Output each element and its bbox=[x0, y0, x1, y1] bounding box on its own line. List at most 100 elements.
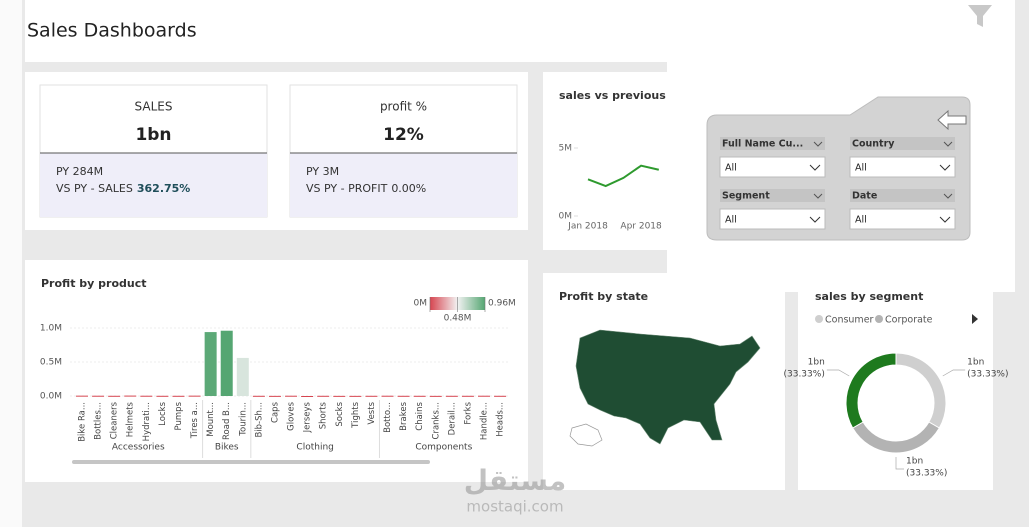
x-tick-label: Handle... bbox=[480, 402, 490, 440]
filter-label: Full Name Cu... bbox=[722, 139, 803, 150]
dropdown-value: All bbox=[855, 215, 867, 226]
dropdown-chevron bbox=[809, 164, 821, 171]
dropdown[interactable] bbox=[719, 156, 826, 178]
x-tick-label: Cleaners bbox=[110, 401, 120, 439]
comparison-label: VS PY - PROFIT bbox=[306, 182, 388, 195]
chart-title: Profit by product bbox=[41, 277, 147, 290]
x-tick-label: Caps bbox=[270, 401, 280, 423]
charts: SALES 1bn PY 284M VS PY - SALES 362.75% profi… bbox=[39, 84, 1009, 479]
bar bbox=[172, 395, 185, 397]
y-tick-label: 1.0M bbox=[40, 324, 62, 334]
x-tick-label: Road B... bbox=[222, 402, 232, 440]
bar bbox=[252, 395, 265, 397]
filter-header bbox=[850, 137, 955, 150]
bar bbox=[349, 395, 362, 397]
filter-chevron bbox=[943, 193, 953, 199]
x-tick-label: Brakes bbox=[399, 401, 409, 430]
x-tick-label: Cranks... bbox=[431, 402, 441, 439]
bar bbox=[461, 395, 474, 397]
x-tick-label: Helmets bbox=[126, 401, 136, 437]
chart-title: sales vs previous c bbox=[559, 89, 676, 102]
x-tick-label: Jan 2018 bbox=[567, 222, 608, 232]
scrollbar[interactable] bbox=[72, 460, 430, 464]
card-comparison: VS PY - SALES 362.75% bbox=[56, 182, 190, 195]
card-title: SALES bbox=[135, 100, 173, 114]
dropdown[interactable] bbox=[849, 208, 956, 230]
x-tick-label: Forks bbox=[463, 401, 473, 424]
bar bbox=[301, 396, 314, 397]
bar bbox=[108, 395, 121, 397]
left-strip bbox=[0, 0, 22, 527]
y-tick-label: 0.5M bbox=[40, 358, 62, 368]
x-tick-label: Socks bbox=[335, 401, 345, 426]
bar bbox=[268, 395, 281, 397]
x-tick-label: Gloves bbox=[287, 401, 297, 430]
legend-next[interactable] bbox=[972, 314, 978, 324]
x-tick-label: Bib-Sh... bbox=[254, 402, 264, 438]
comparison-label: VS PY - SALES bbox=[56, 182, 133, 195]
y-tick-label: 5M bbox=[559, 144, 573, 154]
card-comparison: VS PY - PROFIT 0.00% bbox=[306, 182, 426, 195]
watermark-arabic: مستقل bbox=[464, 464, 566, 497]
dropdown[interactable] bbox=[719, 208, 826, 230]
y-tick-label: 0M bbox=[559, 212, 573, 222]
watermark-latin: mostaqi.com bbox=[466, 498, 563, 516]
bar bbox=[204, 332, 217, 396]
amount-label: 1bn bbox=[906, 457, 923, 467]
x-tick-label: Bottles... bbox=[94, 402, 104, 440]
x-tick-label: Mount... bbox=[206, 402, 216, 437]
comparison-value: 362.75% bbox=[137, 182, 190, 195]
donut-slice bbox=[845, 352, 897, 429]
bar bbox=[365, 395, 378, 397]
chart-title: sales by segment bbox=[815, 290, 923, 303]
us-map bbox=[575, 329, 761, 445]
filter-layer: Full Name Cu... All Country All Segment All Da… bbox=[464, 96, 971, 516]
bar bbox=[397, 395, 410, 397]
filter-header bbox=[720, 189, 825, 202]
bar bbox=[156, 395, 169, 397]
filter-icon[interactable] bbox=[968, 5, 992, 27]
x-tick-label: Tourin... bbox=[238, 402, 248, 437]
bar bbox=[333, 395, 346, 397]
bar bbox=[285, 395, 298, 397]
dropdown-value: All bbox=[725, 163, 737, 174]
leader-line bbox=[942, 369, 966, 377]
x-tick-label: Hydrati... bbox=[142, 402, 152, 441]
x-tick-label: Tires a... bbox=[190, 402, 200, 439]
x-tick-label: Shorts bbox=[319, 401, 329, 429]
group-label: Accessories bbox=[112, 443, 165, 453]
x-tick-label: Heads... bbox=[496, 402, 506, 437]
group-label: Clothing bbox=[296, 443, 333, 453]
x-tick-label: Chains bbox=[415, 401, 425, 430]
bar bbox=[445, 395, 458, 397]
card-value: 12% bbox=[383, 125, 424, 145]
bar bbox=[413, 395, 426, 397]
bar bbox=[92, 395, 105, 397]
group-label: Bikes bbox=[215, 443, 239, 453]
header-bar bbox=[25, 0, 1015, 62]
filter-chevron bbox=[943, 141, 953, 147]
filter-chevron bbox=[813, 193, 823, 199]
bar bbox=[236, 357, 249, 396]
dropdown-chevron bbox=[809, 216, 821, 223]
x-tick-label: Tights bbox=[351, 401, 361, 428]
card-title: profit % bbox=[380, 100, 427, 114]
amount-label: 1bn bbox=[967, 358, 984, 368]
bar bbox=[220, 330, 233, 396]
back-arrow[interactable] bbox=[937, 109, 967, 131]
bar bbox=[188, 395, 201, 397]
x-tick-label: Jerseys bbox=[303, 401, 313, 433]
bar bbox=[317, 395, 330, 397]
bar bbox=[429, 395, 442, 397]
dropdown[interactable] bbox=[849, 156, 956, 178]
x-tick-label: Pumps bbox=[174, 401, 184, 430]
leader-line bbox=[826, 369, 850, 377]
map-title: Profit by state bbox=[559, 290, 648, 303]
value-label: (33.33%) bbox=[967, 370, 1008, 380]
legend-label: 0.48M bbox=[444, 314, 472, 324]
filter-label: Country bbox=[852, 139, 895, 150]
x-tick-label: Vests bbox=[367, 401, 377, 424]
card-previous: PY 3M bbox=[306, 165, 339, 178]
dropdown-chevron bbox=[939, 164, 951, 171]
